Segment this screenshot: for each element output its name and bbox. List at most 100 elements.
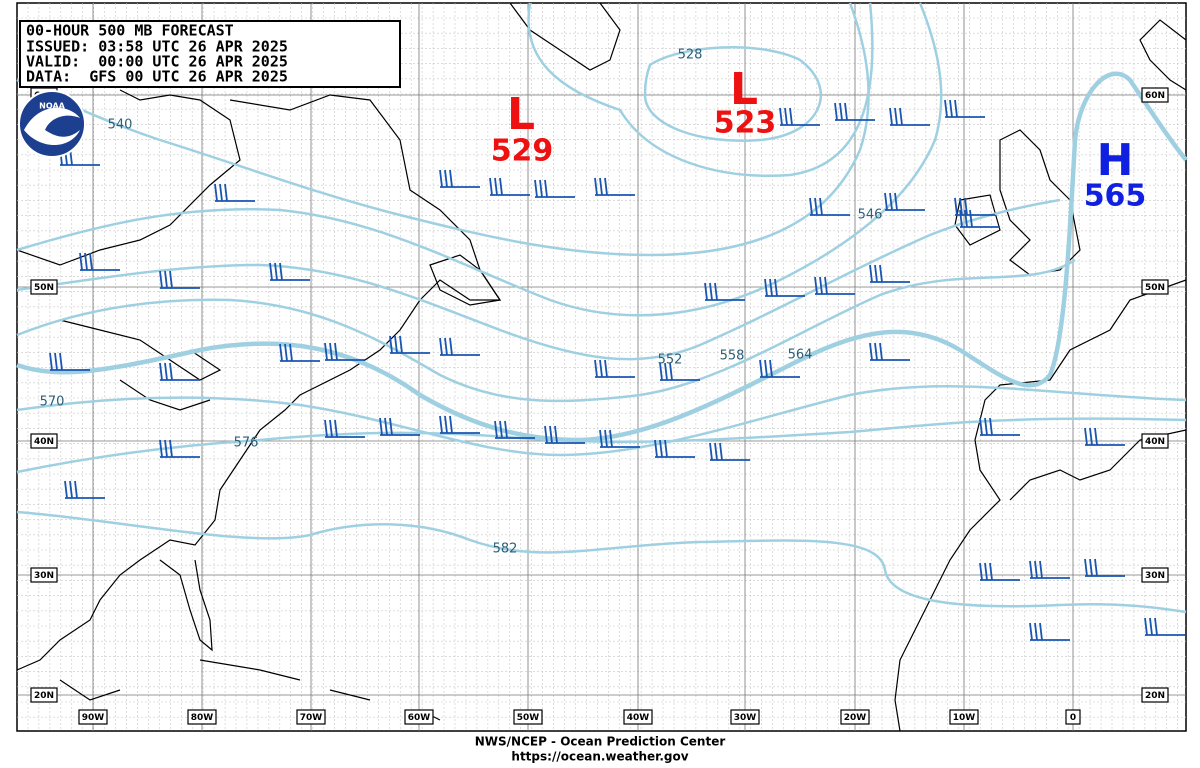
barb-feather [164, 439, 168, 458]
barb-feather [664, 439, 668, 458]
barb-feather [889, 107, 893, 126]
barb-feather [1034, 622, 1038, 641]
footer-line: NWS/NCEP - Ocean Prediction Center [475, 735, 726, 749]
logo-text: NOAA [39, 102, 65, 111]
barb-feather [159, 362, 163, 381]
barb-feather [869, 342, 873, 361]
barb-feather [879, 342, 883, 361]
barb-feather [384, 417, 388, 436]
wind-barb [494, 420, 535, 439]
coast-north-america [16, 89, 502, 671]
barb-feather [1154, 617, 1158, 636]
contour-label: 558 [720, 349, 745, 364]
barb-feather [64, 480, 68, 499]
coast-caribbean [59, 659, 441, 721]
barb-feather [789, 107, 793, 126]
wind-barb [439, 415, 480, 434]
barb-feather [959, 197, 963, 216]
barb-feather [989, 562, 993, 581]
barb-feather [1144, 617, 1148, 636]
wind-barb [49, 352, 90, 371]
barb-feather [964, 197, 968, 216]
barb-feather [439, 415, 443, 434]
barb-feather [439, 169, 443, 188]
barb-feather [224, 183, 228, 202]
barb-feather [1084, 558, 1088, 577]
wind-barb [534, 179, 575, 198]
longitude-label: 80W [191, 713, 214, 723]
wind-barb [814, 276, 855, 295]
wind-barb [324, 342, 365, 361]
barb-feather [604, 177, 608, 196]
barb-feather [1029, 560, 1033, 579]
barb-feather [874, 264, 878, 283]
contour-570 [16, 385, 1187, 457]
wind-barb [944, 99, 985, 118]
barb-feather [544, 179, 548, 198]
barb-feather [79, 252, 83, 271]
barb-feather [599, 429, 603, 448]
latitude-label-box [1141, 279, 1169, 295]
longitude-label: 50W [517, 713, 540, 723]
barb-feather [214, 183, 218, 202]
barb-feather [494, 177, 498, 196]
barb-feather [769, 278, 773, 297]
latitude-label: 20N [1145, 691, 1165, 701]
wind-barb [64, 480, 105, 499]
barb-feather [1034, 560, 1038, 579]
longitude-label-box [623, 709, 653, 725]
barb-feather [709, 282, 713, 301]
coastlines [16, 2, 1187, 732]
barb-feather [1084, 427, 1088, 446]
barb-feather [389, 417, 393, 436]
barb-feather [444, 415, 448, 434]
barb-feather [814, 197, 818, 216]
barb-feather [494, 420, 498, 439]
contour-label: 528 [678, 48, 703, 63]
contour-label: 540 [108, 118, 133, 133]
barb-feather [879, 264, 883, 283]
wind-barb [214, 183, 255, 202]
barb-feather [1039, 560, 1043, 579]
barb-feather [269, 262, 273, 281]
barb-feather [329, 419, 333, 438]
barb-feather [784, 107, 788, 126]
barb-feather [1029, 622, 1033, 641]
low-symbol: L [507, 89, 535, 140]
barb-feather [164, 362, 168, 381]
contour-552 [16, 198, 1061, 361]
wind-barb [269, 262, 310, 281]
wind-barb [1029, 560, 1070, 579]
wind-barb [759, 359, 800, 378]
barb-feather [334, 419, 338, 438]
wind-barb [869, 342, 910, 361]
longitude-label: 30W [734, 713, 757, 723]
header-line: DATA: GFS 00 UTC 26 APR 2025 [26, 68, 288, 86]
latitude-label: 30N [34, 571, 54, 581]
barb-feather [979, 562, 983, 581]
header-box: 00-HOUR 500 MB FORECAST ISSUED: 03:58 UT… [19, 20, 401, 88]
longitude-label-box [78, 709, 108, 725]
barb-feather [394, 335, 398, 354]
wind-barb [439, 337, 480, 356]
barb-feather [814, 276, 818, 295]
barb-feather [719, 442, 723, 461]
logo-bird [24, 107, 80, 145]
contour-label: 564 [788, 348, 813, 363]
header-frame [19, 20, 401, 88]
barb-feather [504, 420, 508, 439]
contour-540 [16, 2, 870, 257]
barb-feather [499, 420, 503, 439]
barb-feather [219, 183, 223, 202]
barb-feather [714, 442, 718, 461]
barb-feather [984, 562, 988, 581]
barb-feather [399, 335, 403, 354]
barb-feather [164, 270, 168, 289]
longitude-label-box [513, 709, 543, 725]
contour-label: 552 [658, 353, 683, 368]
barb-feather [834, 102, 838, 121]
barb-feather [594, 177, 598, 196]
longitude-label: 20W [844, 713, 867, 723]
barb-feather [884, 192, 888, 211]
